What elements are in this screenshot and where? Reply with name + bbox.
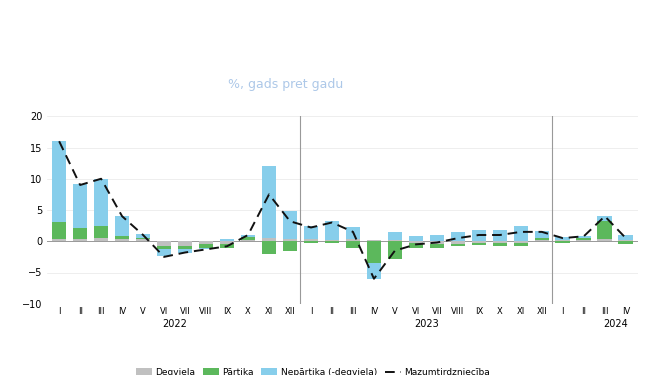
- Bar: [115, 239, 130, 241]
- Bar: [577, 240, 591, 241]
- Bar: [261, 241, 277, 254]
- Bar: [241, 235, 255, 237]
- Bar: [388, 240, 402, 241]
- Bar: [513, 241, 528, 243]
- Bar: [366, 240, 381, 241]
- Bar: [430, 244, 444, 248]
- Bar: [577, 238, 591, 240]
- Bar: [493, 230, 507, 241]
- Bar: [178, 246, 192, 249]
- Bar: [618, 235, 633, 240]
- Bar: [366, 263, 381, 279]
- Bar: [535, 238, 549, 240]
- Bar: [493, 243, 507, 246]
- Bar: [72, 228, 88, 239]
- Bar: [304, 226, 319, 239]
- Text: %, gads pret gadu: %, gads pret gadu: [228, 78, 344, 92]
- Bar: [178, 241, 192, 246]
- Bar: [451, 232, 465, 241]
- Bar: [346, 227, 360, 239]
- Bar: [261, 238, 277, 241]
- Bar: [72, 184, 88, 228]
- Bar: [199, 244, 213, 248]
- Bar: [597, 220, 612, 239]
- Bar: [471, 230, 486, 241]
- Bar: [136, 237, 150, 239]
- Bar: [241, 240, 255, 241]
- Bar: [555, 241, 570, 243]
- Bar: [219, 239, 234, 241]
- Bar: [94, 238, 108, 241]
- Bar: [94, 179, 108, 226]
- Bar: [199, 248, 213, 249]
- Bar: [535, 240, 549, 241]
- Bar: [283, 211, 297, 239]
- Bar: [408, 236, 424, 241]
- Bar: [597, 239, 612, 241]
- Bar: [304, 239, 319, 241]
- Bar: [451, 244, 465, 246]
- Bar: [157, 246, 172, 249]
- Bar: [471, 243, 486, 245]
- Bar: [366, 241, 381, 263]
- Bar: [325, 221, 339, 240]
- Text: 2024: 2024: [603, 320, 628, 329]
- Bar: [219, 241, 234, 244]
- Bar: [535, 231, 549, 238]
- Bar: [94, 226, 108, 238]
- Bar: [283, 241, 297, 250]
- Legend: Degviela, Pārtika, Nepārtika (-degviela), Mazumtirdzniecība: Degviela, Pārtika, Nepārtika (-degviela)…: [132, 364, 494, 375]
- Bar: [618, 241, 633, 244]
- Text: Mazumtirdzniecibas apjomu pārmaiņas: Mazumtirdzniecibas apjomu pārmaiņas: [71, 26, 501, 45]
- Bar: [555, 237, 570, 240]
- Text: 2023: 2023: [414, 320, 439, 329]
- Bar: [618, 240, 633, 241]
- Bar: [283, 239, 297, 241]
- Bar: [52, 141, 66, 222]
- Bar: [136, 239, 150, 241]
- Bar: [157, 249, 172, 256]
- Bar: [577, 236, 591, 238]
- Bar: [430, 235, 444, 241]
- Bar: [408, 243, 424, 248]
- Bar: [52, 222, 66, 239]
- Bar: [493, 241, 507, 243]
- Bar: [178, 249, 192, 252]
- Bar: [388, 232, 402, 240]
- Bar: [219, 244, 234, 248]
- Bar: [513, 243, 528, 246]
- Bar: [136, 234, 150, 237]
- Bar: [346, 239, 360, 241]
- Bar: [261, 166, 277, 238]
- Bar: [304, 241, 319, 243]
- Bar: [451, 241, 465, 244]
- Bar: [388, 241, 402, 259]
- Bar: [597, 216, 612, 220]
- Bar: [199, 241, 213, 244]
- Bar: [408, 241, 424, 243]
- Bar: [52, 239, 66, 241]
- Bar: [346, 241, 360, 248]
- Bar: [471, 241, 486, 243]
- Bar: [241, 237, 255, 240]
- Bar: [325, 241, 339, 243]
- Text: 2022: 2022: [162, 320, 187, 329]
- Bar: [157, 241, 172, 246]
- Bar: [430, 241, 444, 244]
- Bar: [513, 226, 528, 241]
- Bar: [325, 240, 339, 241]
- Bar: [72, 239, 88, 241]
- Bar: [555, 240, 570, 241]
- Bar: [115, 236, 130, 239]
- Bar: [115, 216, 130, 236]
